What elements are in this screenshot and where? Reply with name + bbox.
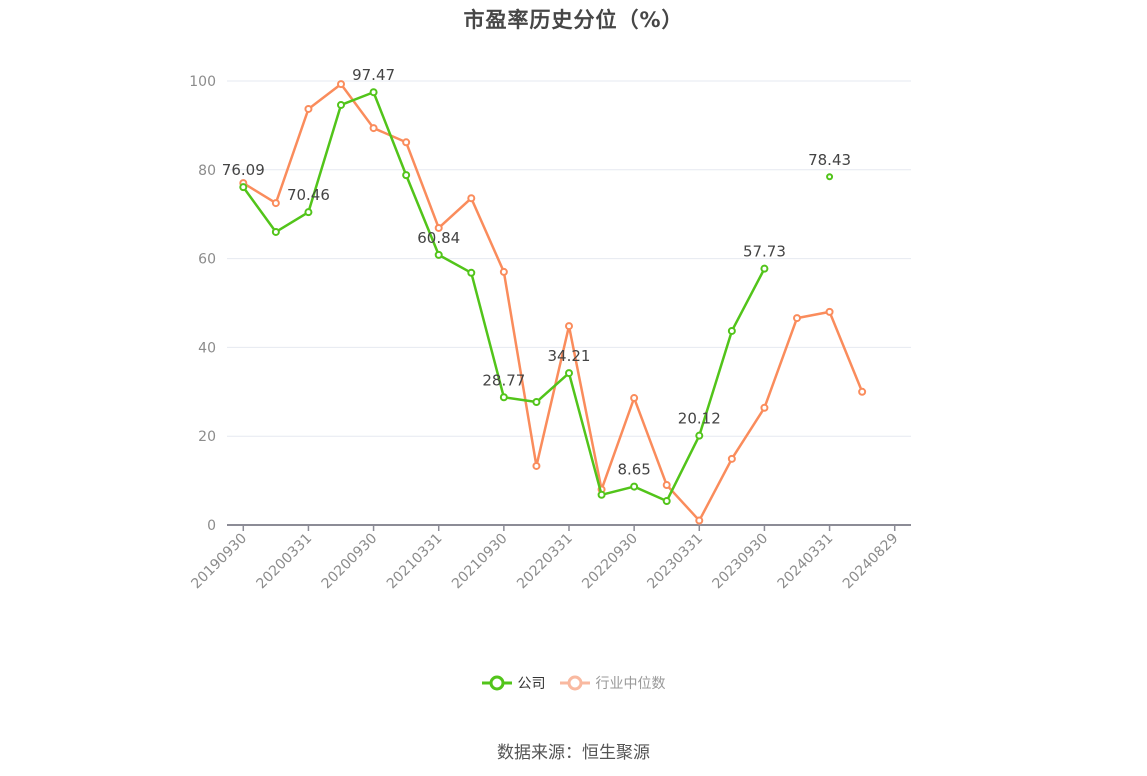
industry-point[interactable]	[793, 314, 801, 323]
x-tick-label: 20240331	[775, 531, 837, 593]
industry-point[interactable]	[467, 194, 476, 203]
x-tick-label: 20240829	[840, 531, 902, 593]
company-point[interactable]	[304, 208, 313, 217]
company-point[interactable]	[695, 431, 704, 440]
industry-point[interactable]	[825, 307, 834, 316]
data-label: 60.84	[417, 229, 460, 247]
company-point[interactable]	[826, 173, 834, 181]
company-line	[242, 90, 766, 503]
chart-title: 市盈率历史分位（%）	[463, 8, 684, 32]
x-tick-label: 20210331	[384, 531, 446, 593]
industry-point[interactable]	[434, 223, 443, 232]
company-point[interactable]	[369, 88, 378, 97]
y-tick-label: 40	[198, 340, 216, 356]
x-tick-label: 20220331	[514, 531, 576, 593]
grid-lines	[227, 80, 911, 437]
company-point[interactable]	[727, 326, 736, 335]
data-source-note: 数据来源：恒生聚源	[497, 743, 650, 763]
x-tick-label: 20230930	[710, 531, 772, 593]
industry-point[interactable]	[760, 403, 769, 412]
company-point[interactable]	[467, 268, 476, 277]
industry-point[interactable]	[532, 461, 541, 470]
industry-point[interactable]	[630, 394, 639, 403]
data-labels: 76.09 70.46 97.47 60.84 28.77 34.21 8.65 20.12 5…	[222, 66, 851, 478]
industry-point[interactable]	[499, 267, 508, 276]
industry-line	[242, 82, 864, 522]
x-tick-label: 20230331	[644, 531, 706, 593]
company-point[interactable]	[662, 497, 671, 506]
industry-point[interactable]	[337, 80, 345, 89]
company-line-circle-icon	[481, 675, 512, 691]
y-tick-label: 20	[198, 429, 216, 445]
company-point[interactable]	[337, 100, 345, 109]
industry-point[interactable]	[727, 454, 736, 463]
industry-point[interactable]	[695, 516, 704, 525]
data-label: 57.73	[743, 243, 786, 261]
industry-point[interactable]	[858, 387, 867, 396]
y-axis: 0 20 40 60 80 100	[189, 74, 216, 534]
legend-item-company[interactable]: 公司	[481, 673, 546, 693]
company-point[interactable]	[597, 490, 606, 499]
company-point[interactable]	[434, 250, 443, 259]
y-tick-label: 80	[198, 163, 216, 179]
data-label: 34.21	[548, 347, 591, 365]
legend-label-company: 公司	[517, 676, 546, 692]
company-point[interactable]	[630, 482, 639, 491]
data-label: 70.46	[287, 186, 330, 204]
industry-point[interactable]	[369, 124, 378, 133]
data-label: 97.47	[352, 66, 395, 84]
x-tick-label: 20200930	[319, 531, 381, 593]
series-company[interactable]	[239, 88, 834, 506]
company-point[interactable]	[499, 393, 508, 402]
data-label: 78.43	[808, 151, 851, 169]
y-tick-label: 100	[189, 74, 216, 90]
x-tick-label: 20210930	[449, 531, 511, 593]
company-point[interactable]	[402, 171, 411, 180]
y-tick-label: 0	[207, 518, 216, 534]
company-point[interactable]	[239, 183, 248, 192]
industry-line-circle-icon	[559, 675, 590, 691]
legend-label-industry: 行业中位数	[595, 676, 666, 692]
series-industry-median[interactable]	[239, 80, 867, 525]
legend-item-industry[interactable]: 行业中位数	[559, 673, 666, 693]
x-axis: 20190930 20200331 20200930 20210331 20210930…	[188, 524, 911, 593]
y-tick-label: 60	[198, 252, 216, 268]
data-label: 76.09	[222, 161, 265, 179]
industry-point[interactable]	[402, 138, 411, 147]
legend: 公司 行业中位数	[0, 673, 1147, 693]
data-label: 28.77	[482, 371, 525, 389]
x-tick-label: 20200331	[254, 531, 316, 593]
industry-point[interactable]	[271, 199, 280, 208]
industry-point[interactable]	[304, 104, 313, 113]
company-point[interactable]	[271, 227, 280, 236]
data-label: 8.65	[617, 461, 650, 479]
company-point[interactable]	[565, 369, 573, 378]
industry-point[interactable]	[565, 322, 573, 331]
x-tick-label: 20190930	[188, 531, 250, 593]
company-point[interactable]	[760, 264, 769, 273]
company-point[interactable]	[532, 398, 541, 407]
data-label: 20.12	[678, 410, 721, 428]
industry-point[interactable]	[662, 481, 671, 490]
x-tick-label: 20220930	[579, 531, 641, 593]
